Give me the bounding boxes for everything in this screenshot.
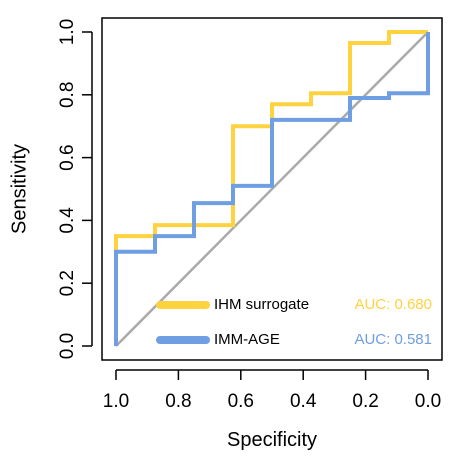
y-tick-label: 0.2: [57, 270, 78, 296]
x-tick-label: 0.4: [290, 391, 317, 412]
y-tick-label: 1.0: [57, 19, 78, 45]
plot-area: [114, 30, 430, 347]
x-tick-label: 0.0: [415, 391, 441, 412]
legend: IHM surrogate AUC: 0.680 IMM-AGE AUC: 0.581: [156, 296, 432, 348]
series-line-imm-age: [114, 32, 430, 346]
y-tick-label: 0.0: [57, 333, 78, 359]
x-tick-label: 0.6: [228, 391, 254, 412]
x-tick-label: 0.8: [165, 391, 191, 412]
axes: 1.0 0.8 0.6 0.4 0.2 0.0 0.0 0.2 0.4 0.6 0.8 1.0: [57, 17, 443, 412]
y-tick-label: 0.4: [57, 207, 78, 234]
legend-label: IHM surrogate: [214, 296, 309, 313]
x-tick-label: 0.2: [352, 391, 378, 412]
plot-frame: [101, 17, 443, 361]
series-line-ihm-surrogate: [114, 30, 428, 346]
legend-label: IMM-AGE: [214, 331, 280, 348]
x-tick-label: 1.0: [103, 391, 129, 412]
y-tick-label: 0.6: [57, 144, 78, 170]
x-axis-title: Specificity: [227, 429, 317, 451]
legend-auc-label: AUC: 0.680: [354, 296, 432, 313]
y-tick-label: 0.8: [57, 82, 78, 108]
legend-auc-label: AUC: 0.581: [354, 331, 432, 348]
y-axis-title: Sensitivity: [8, 144, 30, 234]
chance-diagonal-line: [115, 31, 429, 347]
